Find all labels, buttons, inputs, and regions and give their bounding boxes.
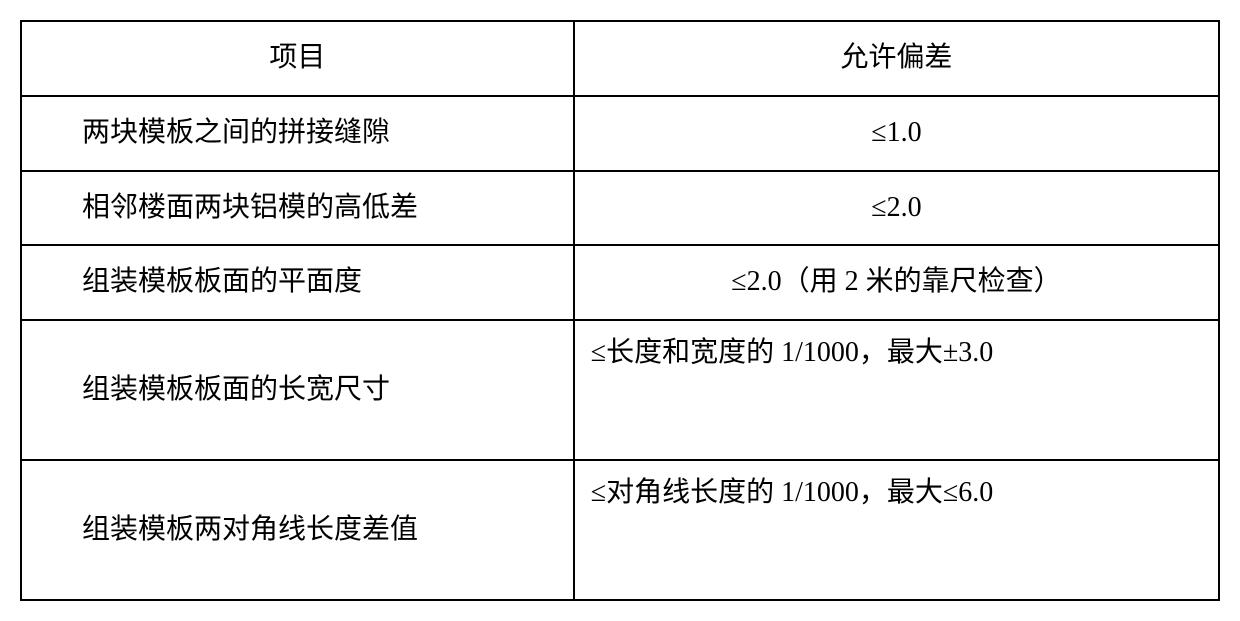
cell-item: 组装模板板面的长宽尺寸 [21,320,574,460]
header-item: 项目 [21,21,574,96]
tolerance-table-container: 项目 允许偏差 两块模板之间的拼接缝隙 ≤1.0 相邻楼面两块铝模的高低差 ≤2… [20,20,1220,601]
table-row: 组装模板两对角线长度差值 ≤对角线长度的 1/1000，最大≤6.0 [21,460,1219,600]
tolerance-table: 项目 允许偏差 两块模板之间的拼接缝隙 ≤1.0 相邻楼面两块铝模的高低差 ≤2… [20,20,1220,601]
cell-item: 组装模板两对角线长度差值 [21,460,574,600]
cell-item: 组装模板板面的平面度 [21,245,574,320]
table-row: 两块模板之间的拼接缝隙 ≤1.0 [21,96,1219,171]
cell-tolerance: ≤2.0 [574,171,1219,246]
table-row: 相邻楼面两块铝模的高低差 ≤2.0 [21,171,1219,246]
table-row: 组装模板板面的平面度 ≤2.0（用 2 米的靠尺检查） [21,245,1219,320]
table-row: 组装模板板面的长宽尺寸 ≤长度和宽度的 1/1000，最大±3.0 [21,320,1219,460]
cell-tolerance: ≤1.0 [574,96,1219,171]
header-tolerance: 允许偏差 [574,21,1219,96]
cell-tolerance: ≤2.0（用 2 米的靠尺检查） [574,245,1219,320]
cell-tolerance: ≤长度和宽度的 1/1000，最大±3.0 [574,320,1219,460]
cell-tolerance: ≤对角线长度的 1/1000，最大≤6.0 [574,460,1219,600]
cell-item: 两块模板之间的拼接缝隙 [21,96,574,171]
table-header-row: 项目 允许偏差 [21,21,1219,96]
cell-item: 相邻楼面两块铝模的高低差 [21,171,574,246]
